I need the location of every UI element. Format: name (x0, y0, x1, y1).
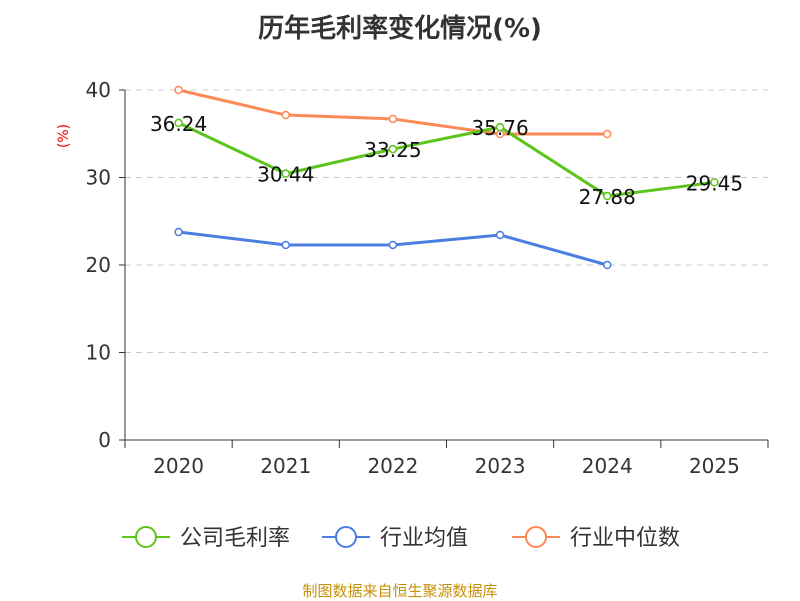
data-label: 36.24 (150, 112, 207, 136)
data-point (603, 260, 612, 270)
x-tick-label: 2021 (260, 454, 311, 478)
data-point (174, 118, 183, 128)
x-tick-label: 2025 (689, 454, 740, 478)
data-point (281, 169, 290, 178)
data-label: 30.44 (257, 163, 314, 187)
y-tick-label: 20 (86, 253, 111, 277)
legend-marker-icon (335, 526, 357, 548)
data-point (281, 110, 290, 120)
data-point (388, 240, 398, 250)
data-point (388, 114, 398, 124)
data-point (495, 122, 505, 132)
y-tick-label: 30 (86, 166, 111, 190)
data-point (174, 85, 183, 95)
data-label: 35.76 (471, 116, 528, 140)
legend-label[interactable]: 公司毛利率 (180, 526, 290, 551)
data-point (603, 191, 612, 201)
series-line (177, 121, 715, 198)
data-label: 29.45 (686, 171, 743, 195)
x-tick-label: 2024 (582, 454, 633, 478)
data-point (495, 230, 505, 240)
x-tick-label: 2020 (153, 454, 204, 478)
legend-label[interactable]: 行业均值 (380, 526, 468, 551)
y-tick-label: 0 (98, 428, 111, 452)
chart-title: 历年毛利率变化情况(%) (258, 14, 542, 44)
data-point (603, 129, 612, 139)
series-line (178, 88, 608, 136)
data-point (388, 144, 398, 154)
x-tick-label: 2023 (475, 454, 526, 478)
legend-label[interactable]: 行业中位数 (570, 526, 680, 551)
data-point (710, 178, 719, 187)
y-tick-label: 40 (86, 78, 111, 102)
data-point (281, 240, 290, 250)
legend-marker-icon (135, 526, 157, 548)
legend-marker-icon (525, 526, 547, 548)
data-point (174, 227, 183, 237)
data-label: 27.88 (579, 185, 636, 209)
x-tick-label: 2022 (367, 454, 418, 478)
y-tick-label: 10 (86, 341, 111, 365)
data-label: 33.25 (364, 138, 421, 162)
source-note: 制图数据来自恒生聚源数据库 (302, 582, 498, 600)
